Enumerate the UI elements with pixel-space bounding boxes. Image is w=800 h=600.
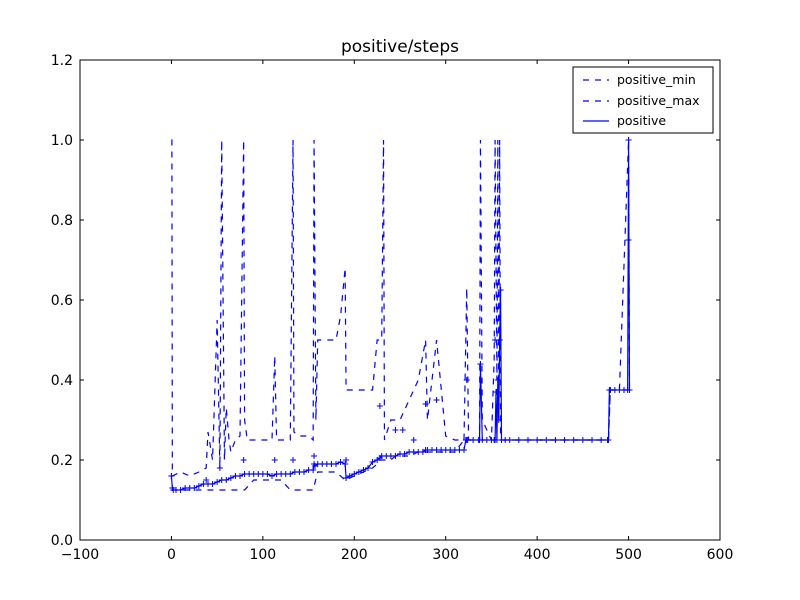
legend-label-positive-min: positive_min — [617, 72, 696, 87]
data-point-marker — [492, 337, 499, 343]
data-point-positive — [195, 483, 202, 489]
data-point-positive — [264, 471, 271, 477]
data-point-positive — [269, 473, 275, 479]
data-point-marker — [343, 457, 350, 463]
data-point-positive — [237, 473, 243, 479]
data-point-positive — [355, 469, 362, 475]
data-point-marker — [399, 427, 406, 433]
x-tick-label: 600 — [707, 547, 734, 563]
y-axis: 0.0 0.2 0.4 0.6 0.8 1.0 1.2 — [51, 53, 720, 549]
data-point-positive — [333, 461, 339, 467]
data-point-positive — [369, 459, 376, 465]
data-point-positive — [401, 451, 408, 457]
data-point-positive — [494, 377, 501, 383]
data-point-positive — [506, 437, 513, 443]
legend-label-positive: positive — [617, 113, 666, 128]
data-point-positive — [561, 437, 568, 443]
data-point-positive — [552, 437, 559, 443]
data-point-marker — [290, 457, 297, 463]
x-tick-label: 200 — [341, 547, 368, 563]
data-point-marker — [433, 397, 440, 403]
y-tick-label: 0.4 — [51, 373, 73, 389]
data-point-positive — [570, 437, 577, 443]
x-tick-label: 100 — [249, 547, 276, 563]
x-tick-label: −100 — [61, 547, 99, 563]
series-line-positive-max — [171, 139, 631, 477]
data-point-marker — [497, 287, 504, 293]
data-point-marker — [477, 361, 484, 367]
data-point-positive — [525, 437, 531, 443]
y-tick-label: 0.2 — [51, 453, 73, 469]
data-point-positive — [543, 437, 550, 443]
chart-title: positive/steps — [341, 37, 459, 57]
y-tick-label: 0.6 — [51, 293, 73, 309]
data-point-positive — [346, 473, 353, 479]
data-point-marker — [422, 401, 429, 407]
data-point-marker — [607, 387, 614, 393]
data-point-positive — [337, 459, 344, 465]
data-point-marker — [240, 457, 247, 463]
data-point-positive — [227, 475, 234, 481]
data-point-positive — [626, 387, 633, 393]
data-point-positive — [470, 437, 477, 443]
y-tick-label: 1.0 — [51, 133, 73, 149]
data-point-marker — [463, 377, 470, 383]
data-point-marker — [625, 237, 632, 243]
data-point-positive — [464, 437, 471, 443]
legend: positive_min positive_max positive — [572, 66, 714, 134]
x-tick-label: 300 — [432, 547, 459, 563]
x-tick-label: 0 — [167, 547, 176, 563]
data-point-positive — [223, 477, 230, 483]
data-point-positive — [534, 437, 541, 443]
data-point-marker — [203, 477, 210, 483]
data-point-positive — [515, 437, 522, 443]
legend-label-positive-max: positive_max — [617, 93, 700, 108]
x-tick-label: 500 — [615, 547, 642, 563]
data-point-positive — [191, 485, 198, 491]
data-point-positive — [461, 447, 467, 453]
data-point-positive — [605, 437, 612, 443]
data-point-positive — [342, 461, 349, 467]
x-axis: −100 0 100 200 300 400 500 600 — [61, 60, 734, 563]
data-point-marker — [376, 403, 383, 409]
data-point-positive — [392, 453, 399, 459]
data-point-positive — [310, 467, 317, 473]
data-point-positive — [214, 479, 221, 485]
data-point-positive — [579, 437, 586, 443]
data-point-positive — [495, 417, 502, 423]
data-point-positive — [589, 437, 595, 443]
data-point-marker — [392, 427, 399, 433]
data-point-positive — [301, 469, 307, 475]
data-point-positive — [351, 471, 358, 477]
y-tick-label: 1.2 — [51, 53, 73, 69]
legend-box — [572, 66, 714, 134]
data-point-positive — [209, 481, 216, 487]
data-point-positive — [365, 465, 371, 471]
data-point-positive — [287, 471, 294, 477]
data-point-marker — [410, 437, 417, 443]
x-tick-label: 400 — [524, 547, 551, 563]
y-tick-label: 0.0 — [51, 533, 73, 549]
data-point-marker — [168, 473, 175, 479]
data-point-marker — [311, 453, 318, 459]
data-point-marker — [216, 465, 223, 471]
data-point-positive — [360, 467, 367, 473]
data-point-marker — [271, 457, 278, 463]
data-point-marker — [493, 389, 500, 395]
data-point-positive — [598, 437, 605, 443]
data-point-positive — [343, 475, 350, 481]
data-point-positive — [177, 487, 184, 493]
y-tick-label: 0.8 — [51, 213, 73, 229]
marker-layer — [168, 137, 633, 493]
data-point-marker — [625, 137, 632, 143]
